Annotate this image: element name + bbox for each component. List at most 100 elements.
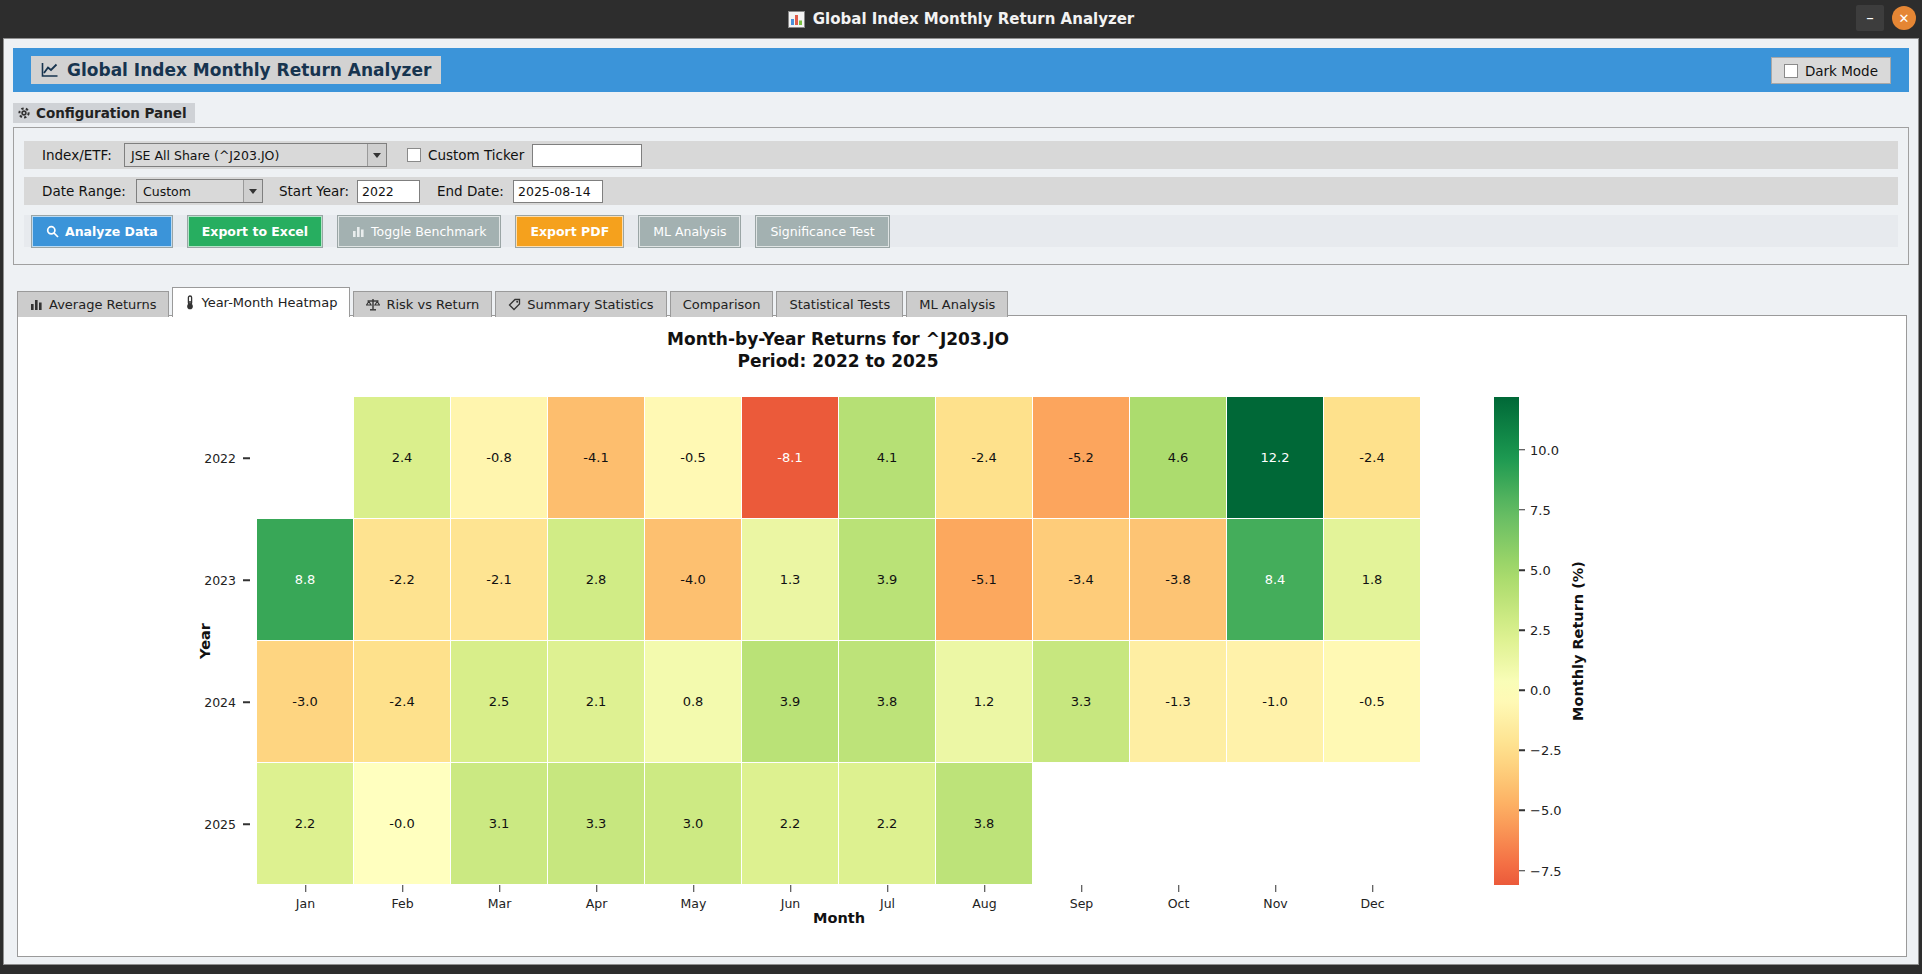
config-panel: Index/ETF: JSE All Share (^J203.JO) Cust… [13,127,1909,265]
heatmap-cell: 3.8 [839,641,935,762]
heatmap-cell: 2.2 [257,763,353,884]
tab-bar: Average Returns Year-Month Heatmap Risk … [17,287,1011,317]
app-bar-chart-icon [788,11,805,28]
colorbar-tick-label: 7.5 [1530,502,1551,517]
heatmap-cell: 8.8 [257,519,353,640]
tab-comparison[interactable]: Comparison [670,291,774,317]
gear-icon [17,106,31,120]
scales-icon [366,298,380,311]
ml-analysis-button[interactable]: ML Analysis [639,216,740,247]
date-range-combobox[interactable]: Custom [136,179,263,203]
end-date-input[interactable] [513,180,603,203]
tab-summary-statistics[interactable]: Summary Statistics [495,291,666,317]
search-icon [46,225,59,238]
x-tick-label: Feb [391,896,413,911]
heatmap-cell: 2.5 [451,641,547,762]
end-date-label: End Date: [437,183,504,199]
analyze-data-button[interactable]: Analyze Data [32,216,172,247]
config-row-dates: Date Range: Custom Start Year: End Date: [24,177,1898,205]
heatmap-cell: -0.0 [354,763,450,884]
heatmap-cell: 8.4 [1227,519,1323,640]
heatmap-cell: -5.1 [936,519,1032,640]
x-tick [1178,885,1180,892]
heatmap-cell: 2.2 [839,763,935,884]
heatmap-cell: -2.4 [1324,397,1420,518]
heatmap-cell: 2.8 [548,519,644,640]
x-tick [499,885,501,892]
export-pdf-button[interactable]: Export PDF [516,216,623,247]
custom-ticker-checkbox[interactable] [407,148,421,162]
date-range-label: Date Range: [42,183,126,199]
titlebar: Global Index Monthly Return Analyzer – ✕ [0,0,1922,38]
x-tick [1081,885,1083,892]
y-tick-label: 2024 [204,695,236,710]
x-axis-labels: JanFebMarAprMayJunJulAugSepOctNovDec [257,885,1421,925]
heatmap-cell: -5.2 [1033,397,1129,518]
x-tick [596,885,598,892]
heatmap-cell: 3.3 [1033,641,1129,762]
x-tick-label: Apr [586,896,608,911]
minimize-button[interactable]: – [1856,5,1884,31]
tab-risk-vs-return[interactable]: Risk vs Return [353,291,492,317]
export-excel-button[interactable]: Export to Excel [188,216,322,247]
colorbar-tick-label: 5.0 [1530,563,1551,578]
heatmap-cell: -2.2 [354,519,450,640]
heatmap-cell: -2.4 [354,641,450,762]
close-button[interactable]: ✕ [1892,6,1916,30]
heatmap-cell: -0.8 [451,397,547,518]
colorbar-tick [1519,870,1525,872]
tag-icon [508,298,521,311]
y-tick [243,579,250,581]
colorbar-tick-label: −5.0 [1530,803,1562,818]
significance-test-button[interactable]: Significance Test [756,216,888,247]
x-tick [305,885,307,892]
y-axis-labels: 2022202320242025 [18,397,250,885]
colorbar-tick-label: 10.0 [1530,442,1559,457]
heatmap-cell: 1.3 [742,519,838,640]
config-row-index: Index/ETF: JSE All Share (^J203.JO) Cust… [24,141,1898,169]
x-tick-label: Mar [488,896,512,911]
start-year-input[interactable] [357,180,420,203]
x-tick [984,885,986,892]
colorbar-title: Monthly Return (%) [1570,561,1586,721]
heatmap-cell: 12.2 [1227,397,1323,518]
index-etf-combobox[interactable]: JSE All Share (^J203.JO) [124,143,387,167]
line-chart-icon [41,62,59,78]
combobox-arrow-icon[interactable] [243,180,262,202]
x-tick [887,885,889,892]
x-tick [693,885,695,892]
custom-ticker-label: Custom Ticker [428,147,524,163]
heatmap-cell: -4.0 [645,519,741,640]
heatmap-cell: 2.2 [742,763,838,884]
heatmap-cell: 1.2 [936,641,1032,762]
tab-statistical-tests[interactable]: Statistical Tests [776,291,903,317]
start-year-label: Start Year: [279,183,349,199]
tab-year-month-heatmap[interactable]: Year-Month Heatmap [172,287,350,317]
tab-average-returns[interactable]: Average Returns [17,291,169,317]
index-etf-label: Index/ETF: [42,147,112,163]
x-tick-label: Sep [1070,896,1094,911]
y-tick [243,701,250,703]
heatmap-cell: 1.8 [1324,519,1420,640]
heatmap-cell: 3.9 [839,519,935,640]
custom-ticker-input[interactable] [532,144,642,167]
dark-mode-checkbox[interactable] [1784,64,1798,78]
heatmap-cell: 3.8 [936,763,1032,884]
heatmap-cell: -3.4 [1033,519,1129,640]
combobox-arrow-icon[interactable] [367,144,386,166]
x-tick-label: Jun [781,896,801,911]
heatmap-cell: -0.5 [645,397,741,518]
colorbar-tick [1519,690,1525,692]
tab-ml-analysis[interactable]: ML Analysis [906,291,1008,317]
bar-chart-icon [352,225,365,238]
app-window: Global Index Monthly Return Analyzer Dar… [3,38,1919,965]
heatmap-cell: -3.0 [257,641,353,762]
colorbar-tick [1519,569,1525,571]
heatmap-cell: -2.4 [936,397,1032,518]
x-tick-label: Dec [1360,896,1384,911]
colorbar-tick [1519,750,1525,752]
heatmap-grid: 2.4-0.8-4.1-0.5-8.14.1-2.4-5.24.612.2-2.… [257,397,1421,885]
heatmap-cell: 4.6 [1130,397,1226,518]
toggle-benchmark-button[interactable]: Toggle Benchmark [338,216,500,247]
dark-mode-toggle[interactable]: Dark Mode [1771,57,1891,84]
